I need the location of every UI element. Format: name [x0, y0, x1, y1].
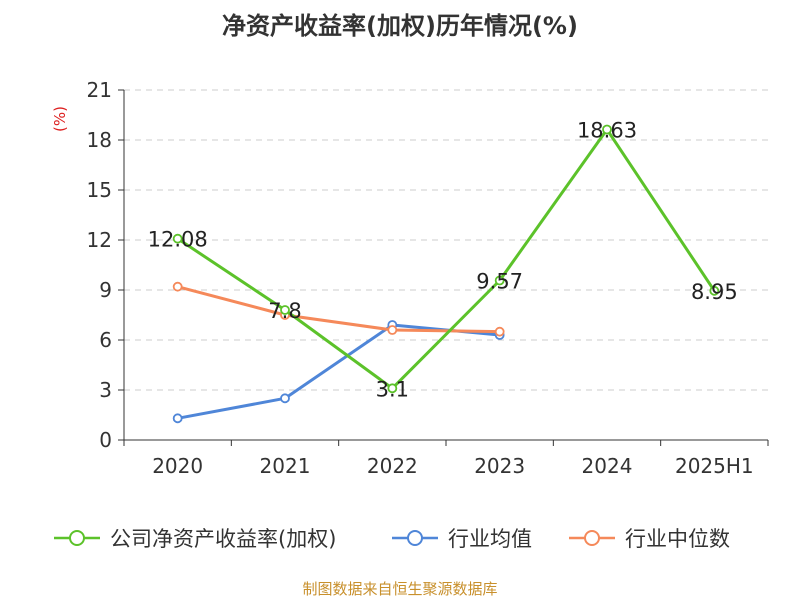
legend-marker-blue — [392, 530, 438, 546]
data-label: 18.63 — [577, 119, 637, 143]
chart-title: 净资产收益率(加权)历年情况(%) — [222, 12, 578, 40]
y-tick-label: 12 — [87, 228, 112, 252]
x-tick-label: 2021 — [260, 454, 311, 478]
x-tick-label: 2023 — [474, 454, 525, 478]
legend-marker-green — [54, 530, 100, 546]
data-point — [387, 325, 398, 335]
series-line — [177, 323, 500, 420]
data-point — [172, 413, 183, 424]
data-labels: 12.08 7.8 3.1 9.57 18.63 8.95 — [148, 119, 738, 402]
data-label: 3.1 — [376, 377, 409, 401]
y-tick-label: 18 — [87, 128, 112, 152]
series-lines — [172, 124, 720, 424]
x-tick-label: 2025H1 — [675, 454, 754, 478]
y-tick-label: 3 — [99, 378, 112, 402]
data-label: 9.57 — [476, 270, 523, 294]
y-tick-label: 6 — [99, 328, 112, 352]
series-line — [177, 285, 500, 334]
data-point — [602, 124, 612, 135]
legend: 公司净资产收益率(加权) 行业均值 行业中位数 — [0, 520, 800, 556]
x-tick-label: 2024 — [582, 454, 633, 478]
axes: 0 3 6 9 12 15 18 21 2020 2021 2022 2023 2024 2025H1 — [87, 78, 769, 478]
legend-marker-orange — [569, 530, 615, 546]
data-point — [172, 281, 183, 292]
source-footer: 制图数据来自恒生聚源数据库 — [302, 580, 498, 598]
legend-item-industry-median[interactable]: 行业中位数 — [567, 520, 730, 556]
data-label: 8.95 — [691, 280, 738, 304]
data-point — [280, 393, 290, 404]
line-chart: 0 3 6 9 12 15 18 21 2020 2021 2022 2023 2024 2025H1 1… — [87, 78, 769, 478]
legend-label-industry-mean: 行业均值 — [448, 527, 532, 551]
data-point — [494, 326, 505, 337]
y-tick-label: 9 — [99, 278, 112, 302]
y-tick-label: 0 — [99, 428, 112, 452]
y-tick-label: 21 — [87, 78, 112, 102]
data-point — [280, 305, 290, 315]
data-point — [387, 383, 398, 394]
data-point — [172, 233, 183, 244]
data-label: 12.08 — [148, 228, 208, 252]
gridlines — [124, 89, 768, 391]
legend-item-company[interactable]: 公司净资产收益率(加权) — [52, 520, 336, 556]
legend-label-company: 公司净资产收益率(加权) — [110, 527, 337, 551]
y-tick-label: 15 — [87, 178, 112, 202]
series-line — [176, 128, 716, 390]
legend-item-industry-mean[interactable]: 行业均值 — [390, 520, 532, 556]
data-point — [709, 285, 720, 296]
data-label: 7.8 — [268, 299, 301, 323]
x-tick-label: 2020 — [152, 454, 203, 478]
x-tick-label: 2022 — [367, 454, 418, 478]
legend-label-industry-median: 行业中位数 — [625, 527, 730, 551]
data-point — [494, 275, 505, 286]
